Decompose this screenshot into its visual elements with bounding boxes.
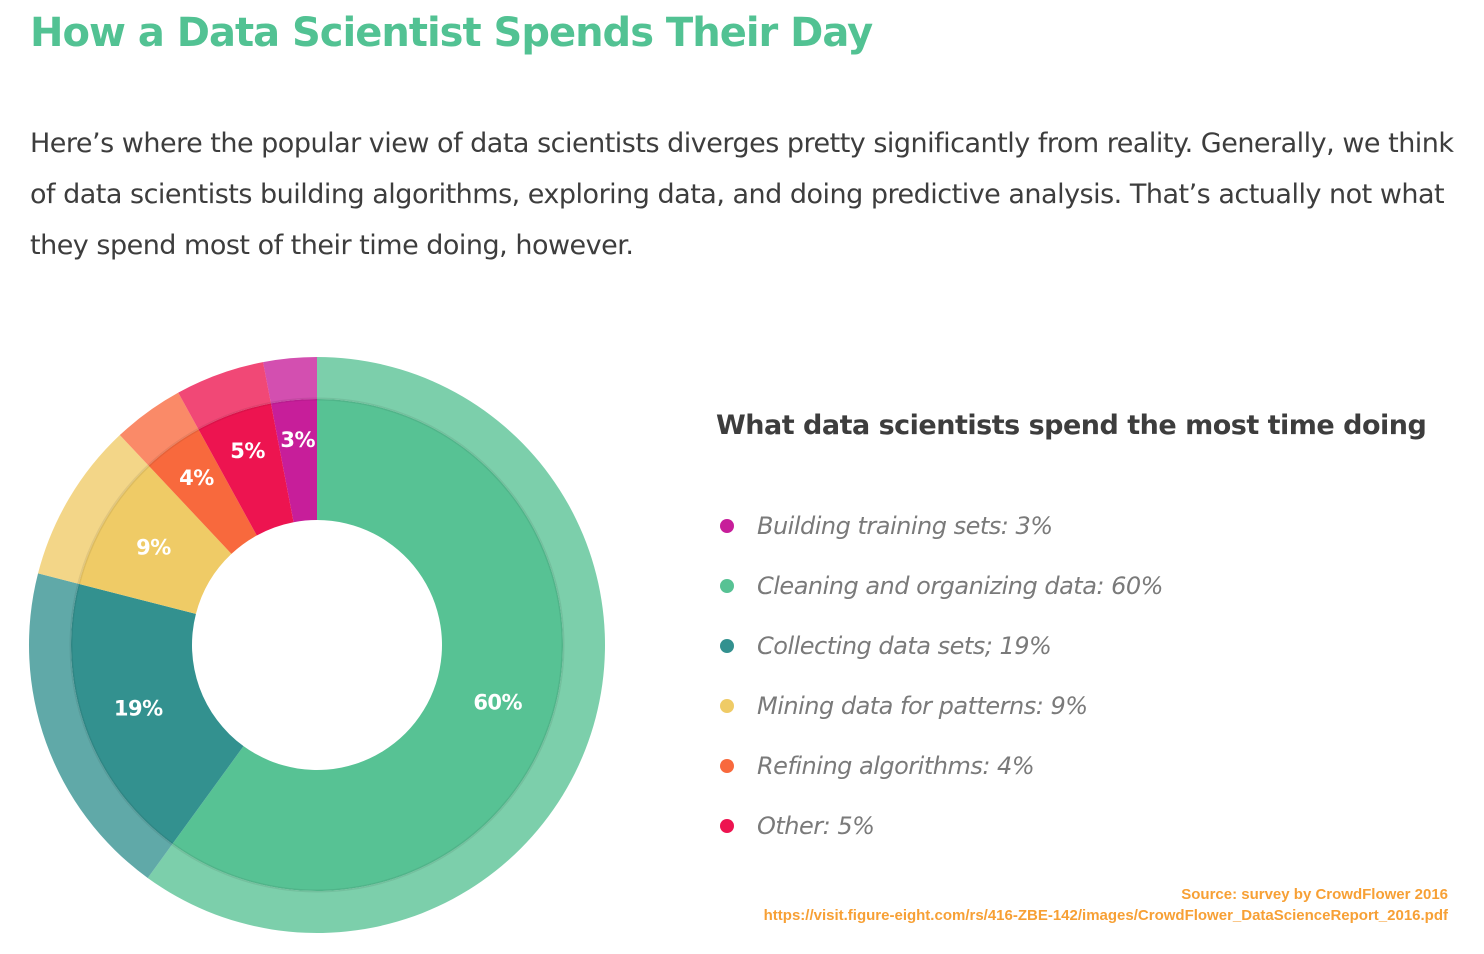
legend-item-refining-algorithms: Refining algorithms: 4% — [720, 736, 1163, 796]
legend-item-building-training-sets: Building training sets: 3% — [720, 496, 1163, 556]
legend-dot-icon — [720, 579, 734, 593]
donut-chart: 3% 60% 19% 9% 4% 5% — [29, 357, 606, 933]
legend-dot-icon — [720, 819, 734, 833]
slice-label-collecting-data-sets: 19% — [114, 696, 163, 720]
slice-label-other: 5% — [230, 439, 265, 463]
chart-legend: Building training sets: 3% Cleaning and o… — [720, 496, 1163, 856]
legend-label: Collecting data sets; 19% — [757, 632, 1052, 660]
slice-outer-mining-data-for-patterns — [38, 435, 149, 584]
intro-paragraph: Here’s where the popular view of data sc… — [30, 128, 1454, 261]
ring-divider — [69, 397, 565, 893]
slice-label-building-training-sets: 3% — [280, 428, 315, 452]
slice-refining-algorithms — [148, 429, 257, 554]
slice-outer-refining-algorithms — [119, 392, 199, 466]
legend-item-collecting-data-sets: Collecting data sets; 19% — [720, 616, 1163, 676]
legend-item-other: Other: 5% — [720, 796, 1163, 856]
slice-label-refining-algorithms: 4% — [179, 466, 214, 490]
legend-dot-icon — [720, 519, 734, 533]
slice-outer-cleaning-and-organizing-data — [147, 357, 606, 933]
legend-dot-icon — [720, 639, 734, 653]
slice-outer-other — [178, 362, 271, 430]
legend-item-mining-data-for-patterns: Mining data for patterns: 9% — [720, 676, 1163, 736]
slice-mining-data-for-patterns — [78, 465, 232, 614]
slice-building-training-sets — [270, 399, 317, 523]
legend-label: Building training sets: 3% — [757, 512, 1053, 540]
source-note: Source: survey by CrowdFlower 2016 https… — [764, 884, 1448, 926]
legend-label: Refining algorithms: 4% — [757, 752, 1035, 780]
slice-outer-building-training-sets — [263, 357, 317, 404]
slice-collecting-data-sets — [70, 583, 244, 845]
legend-item-cleaning-and-organizing-data: Cleaning and organizing data: 60% — [720, 556, 1163, 616]
legend-label: Cleaning and organizing data: 60% — [757, 572, 1163, 600]
slice-outer-collecting-data-sets — [29, 573, 173, 878]
slice-label-cleaning-and-organizing-data: 60% — [473, 691, 522, 715]
page-title: How a Data Scientist Spends Their Day — [30, 10, 873, 56]
chart-title: What data scientists spend the most time… — [716, 410, 1427, 441]
slice-cleaning-and-organizing-data — [172, 399, 564, 892]
legend-label: Mining data for patterns: 9% — [757, 692, 1088, 720]
legend-dot-icon — [720, 699, 734, 713]
slice-other — [198, 403, 294, 536]
legend-label: Other: 5% — [757, 812, 875, 840]
source-credit: Source: survey by CrowdFlower 2016 — [1181, 886, 1448, 903]
slice-label-mining-data-for-patterns: 9% — [136, 535, 171, 559]
source-url[interactable]: https://visit.figure-eight.com/rs/416-ZB… — [763, 907, 1448, 924]
legend-dot-icon — [720, 759, 734, 773]
